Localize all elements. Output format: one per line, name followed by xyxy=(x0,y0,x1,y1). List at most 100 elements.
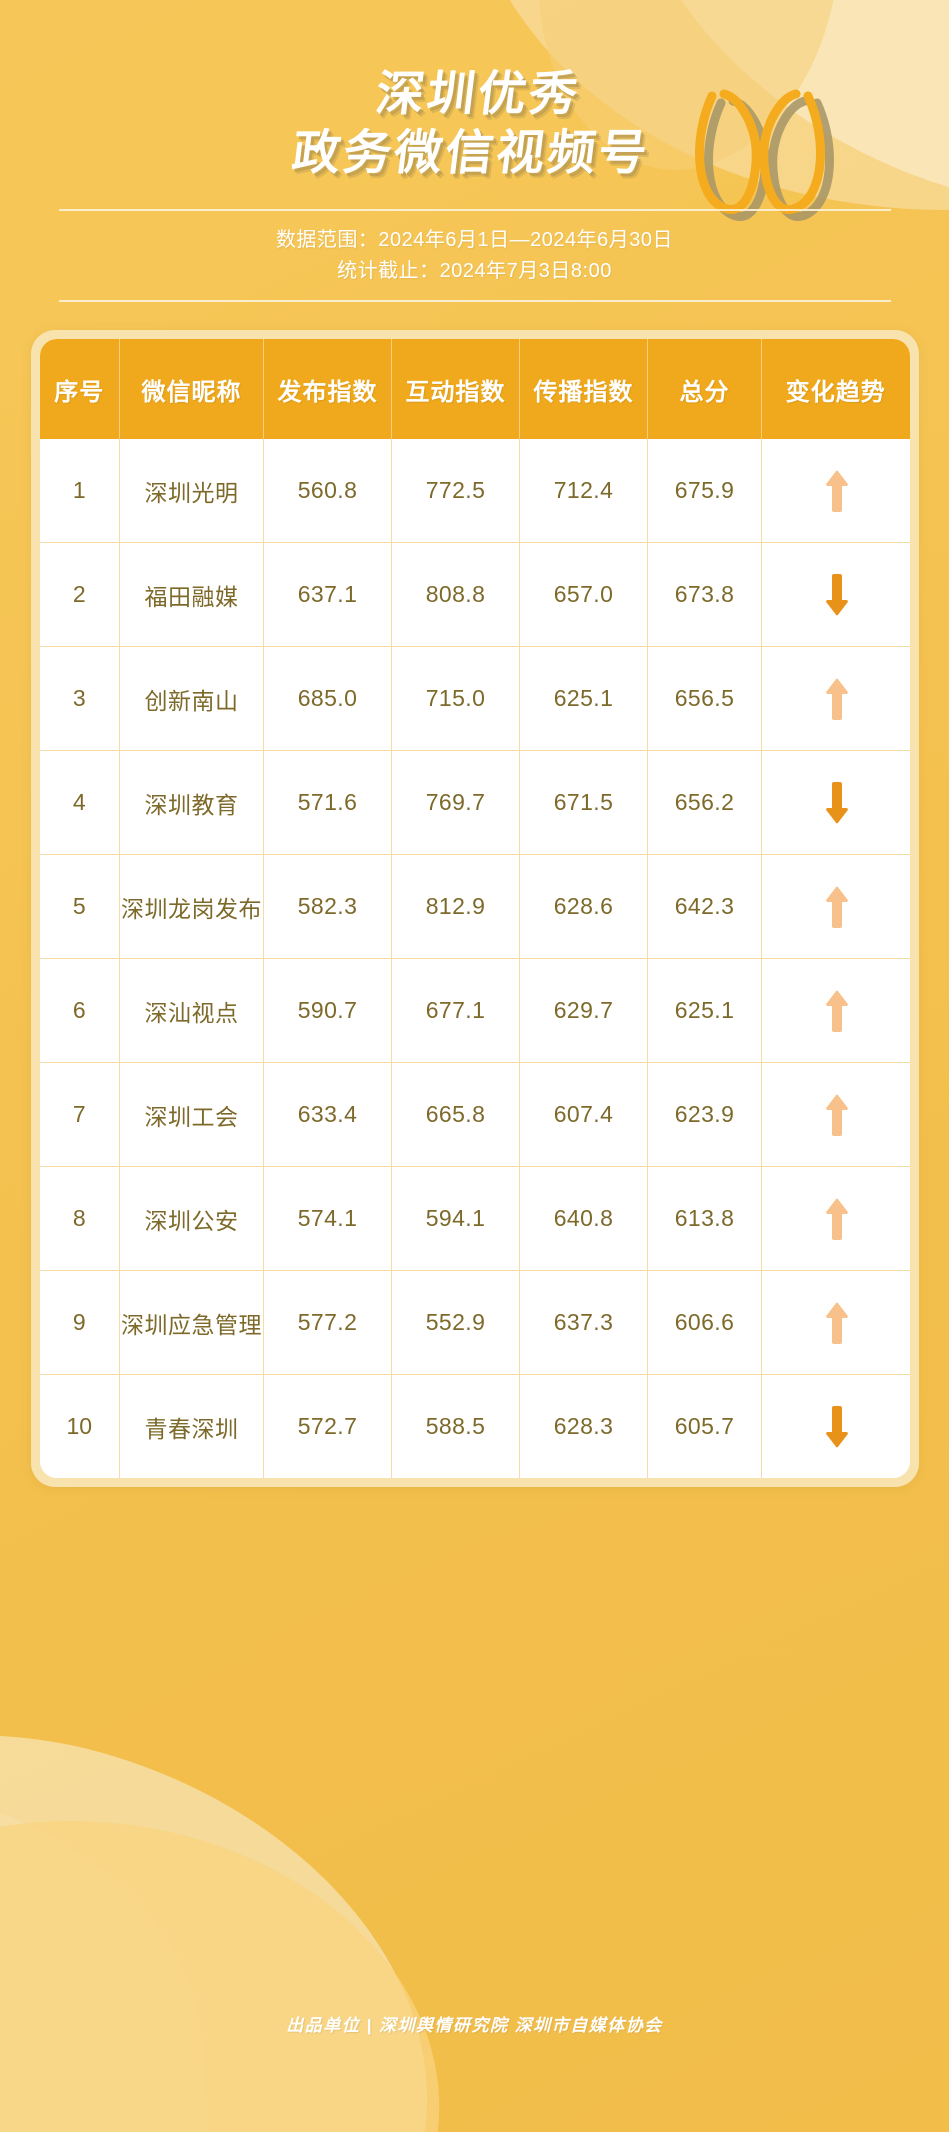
cutoff-text: 统计截止：2024年7月3日8:00 xyxy=(337,260,612,283)
column-header-trend: 变化趋势 xyxy=(761,339,910,440)
table-row: 3 创新南山 685.0 715.0 625.1 656.5 xyxy=(39,646,910,752)
divider-bottom xyxy=(58,300,891,303)
footer-credit: 出品单位 | 深圳舆情研究院 深圳市自媒体协会 xyxy=(286,2016,663,2035)
cell-spread: 629.7 xyxy=(519,958,648,1064)
cell-rank: 6 xyxy=(39,958,120,1064)
trend-down-icon xyxy=(823,1404,849,1450)
cell-nickname: 深圳龙岗发布 xyxy=(119,854,264,960)
table-row: 2 福田融媒 637.1 808.8 657.0 673.8 xyxy=(39,542,910,648)
poster-header: 深圳优秀 政务微信视频号 数据范围：2024年6月1日—2024年6月30日 统… xyxy=(0,0,949,303)
cell-publish: 577.2 xyxy=(263,1270,392,1376)
cell-nickname: 深圳工会 xyxy=(119,1062,264,1168)
cell-spread: 625.1 xyxy=(519,646,648,752)
cell-spread: 607.4 xyxy=(519,1062,648,1168)
cell-spread: 640.8 xyxy=(519,1166,648,1272)
data-range-text: 数据范围：2024年6月1日—2024年6月30日 xyxy=(275,229,674,252)
decor-ribbon-bottom-3 xyxy=(0,1760,216,2132)
table-header-row: 序号 微信昵称 发布指数 互动指数 传播指数 总分 变化趋势 xyxy=(39,339,910,440)
cell-publish: 637.1 xyxy=(263,542,392,648)
cell-interact: 769.7 xyxy=(391,750,520,856)
page-title: 深圳优秀 政务微信视频号 xyxy=(289,66,660,183)
column-header-rank: 序号 xyxy=(39,339,120,440)
cell-trend xyxy=(761,1270,910,1376)
trend-up-icon xyxy=(823,676,849,722)
table-row: 5 深圳龙岗发布 582.3 812.9 628.6 642.3 xyxy=(39,854,910,960)
cell-rank: 1 xyxy=(39,439,120,544)
divider-top xyxy=(58,209,891,212)
cell-spread: 637.3 xyxy=(519,1270,648,1376)
cell-rank: 7 xyxy=(39,1062,120,1168)
cell-publish: 572.7 xyxy=(263,1374,392,1479)
cell-total: 656.2 xyxy=(647,750,762,856)
cell-publish: 685.0 xyxy=(263,646,392,752)
cell-publish: 571.6 xyxy=(263,750,392,856)
cell-spread: 671.5 xyxy=(519,750,648,856)
cell-trend xyxy=(761,439,910,544)
trend-up-icon xyxy=(823,988,849,1034)
decor-ribbon-bottom-2 xyxy=(0,1786,467,2132)
cell-nickname: 深圳应急管理 xyxy=(119,1270,264,1376)
table-row: 10 青春深圳 572.7 588.5 628.3 605.7 xyxy=(39,1374,910,1479)
cell-total: 623.9 xyxy=(647,1062,762,1168)
trend-up-icon xyxy=(823,468,849,514)
cell-publish: 574.1 xyxy=(263,1166,392,1272)
cell-nickname: 青春深圳 xyxy=(119,1374,264,1479)
cell-trend xyxy=(761,854,910,960)
cell-interact: 552.9 xyxy=(391,1270,520,1376)
cell-trend xyxy=(761,1166,910,1272)
butterfly-logo-icon xyxy=(694,84,844,224)
cell-interact: 808.8 xyxy=(391,542,520,648)
cell-interact: 594.1 xyxy=(391,1166,520,1272)
cell-interact: 772.5 xyxy=(391,439,520,544)
cell-nickname: 深汕视点 xyxy=(119,958,264,1064)
trend-down-icon xyxy=(823,780,849,826)
cell-total: 625.1 xyxy=(647,958,762,1064)
trend-up-icon xyxy=(823,884,849,930)
cell-nickname: 深圳光明 xyxy=(119,439,264,544)
column-header-publish: 发布指数 xyxy=(263,339,392,440)
table-row: 4 深圳教育 571.6 769.7 671.5 656.2 xyxy=(39,750,910,856)
cell-publish: 582.3 xyxy=(263,854,392,960)
table-head: 序号 微信昵称 发布指数 互动指数 传播指数 总分 变化趋势 xyxy=(39,339,910,440)
table-row: 7 深圳工会 633.4 665.8 607.4 623.9 xyxy=(39,1062,910,1168)
cell-total: 606.6 xyxy=(647,1270,762,1376)
table-row: 9 深圳应急管理 577.2 552.9 637.3 606.6 xyxy=(39,1270,910,1376)
cell-interact: 812.9 xyxy=(391,854,520,960)
cell-total: 613.8 xyxy=(647,1166,762,1272)
data-range-block: 数据范围：2024年6月1日—2024年6月30日 统计截止：2024年7月3日… xyxy=(58,209,891,303)
cell-trend xyxy=(761,958,910,1064)
title-line-1: 深圳优秀 xyxy=(372,68,584,121)
table-row: 1 深圳光明 560.8 772.5 712.4 675.9 xyxy=(39,439,910,544)
cell-rank: 9 xyxy=(39,1270,120,1376)
cell-interact: 588.5 xyxy=(391,1374,520,1479)
cell-trend xyxy=(761,750,910,856)
column-header-interact: 互动指数 xyxy=(391,339,520,440)
column-header-total: 总分 xyxy=(647,339,762,440)
cell-spread: 628.3 xyxy=(519,1374,648,1479)
cell-interact: 677.1 xyxy=(391,958,520,1064)
decor-ribbon-bottom-1 xyxy=(0,1658,503,2132)
cell-interact: 715.0 xyxy=(391,646,520,752)
cell-total: 675.9 xyxy=(647,439,762,544)
cell-spread: 712.4 xyxy=(519,439,648,544)
cell-nickname: 福田融媒 xyxy=(119,542,264,648)
cell-rank: 2 xyxy=(39,542,120,648)
cell-publish: 560.8 xyxy=(263,439,392,544)
cell-publish: 590.7 xyxy=(263,958,392,1064)
cell-spread: 628.6 xyxy=(519,854,648,960)
cell-nickname: 深圳教育 xyxy=(119,750,264,856)
cell-rank: 3 xyxy=(39,646,120,752)
ranking-card: 序号 微信昵称 发布指数 互动指数 传播指数 总分 变化趋势 1 深圳光明 560.… xyxy=(30,330,919,1488)
cell-rank: 5 xyxy=(39,854,120,960)
column-header-spread: 传播指数 xyxy=(519,339,648,440)
cell-rank: 8 xyxy=(39,1166,120,1272)
table-body: 1 深圳光明 560.8 772.5 712.4 675.9 2 福田融媒 637.1 808.8… xyxy=(39,439,910,1479)
title-line-2: 政务微信视频号 xyxy=(289,126,653,180)
cell-total: 673.8 xyxy=(647,542,762,648)
trend-down-icon xyxy=(823,572,849,618)
cell-total: 656.5 xyxy=(647,646,762,752)
cell-spread: 657.0 xyxy=(519,542,648,648)
cell-total: 642.3 xyxy=(647,854,762,960)
trend-up-icon xyxy=(823,1092,849,1138)
